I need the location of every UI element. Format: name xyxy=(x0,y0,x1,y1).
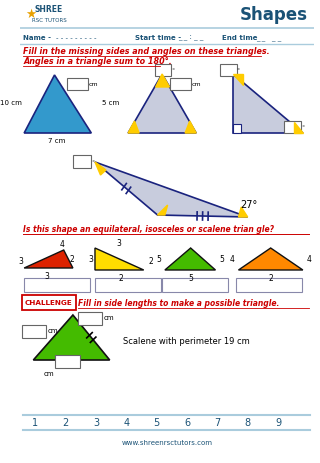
Polygon shape xyxy=(95,248,144,270)
Text: cm: cm xyxy=(44,371,54,377)
FancyBboxPatch shape xyxy=(233,124,241,133)
Polygon shape xyxy=(24,75,91,133)
Text: 2: 2 xyxy=(148,257,153,267)
Text: 9: 9 xyxy=(275,418,281,428)
Text: 5: 5 xyxy=(188,274,193,283)
FancyBboxPatch shape xyxy=(155,64,171,76)
Text: Name -: Name - xyxy=(23,35,51,41)
Polygon shape xyxy=(157,205,168,215)
FancyBboxPatch shape xyxy=(171,78,191,90)
Text: www.shreenrsctutors.com: www.shreenrsctutors.com xyxy=(121,440,212,446)
Text: °: ° xyxy=(301,125,304,131)
Text: 2: 2 xyxy=(62,418,69,428)
Text: 3: 3 xyxy=(88,255,93,263)
Text: Angles in a triangle sum to 180°.: Angles in a triangle sum to 180°. xyxy=(23,57,172,67)
Polygon shape xyxy=(294,122,303,133)
FancyBboxPatch shape xyxy=(54,355,80,368)
Text: 1: 1 xyxy=(32,418,38,428)
Text: °: ° xyxy=(236,69,240,74)
FancyBboxPatch shape xyxy=(68,78,88,90)
Text: Shapes: Shapes xyxy=(239,6,308,24)
Text: 4: 4 xyxy=(230,256,235,264)
Text: °: ° xyxy=(91,161,94,165)
Text: _ _ : _ _: _ _ : _ _ xyxy=(178,35,203,41)
Text: 2: 2 xyxy=(69,255,74,263)
Text: 5: 5 xyxy=(219,256,224,264)
Text: 5 cm: 5 cm xyxy=(102,100,119,106)
Text: - - - - - - - - -: - - - - - - - - - xyxy=(56,35,97,41)
Polygon shape xyxy=(185,121,196,133)
FancyBboxPatch shape xyxy=(24,278,90,292)
Text: Scalene with perimeter 19 cm: Scalene with perimeter 19 cm xyxy=(123,338,249,346)
Polygon shape xyxy=(95,162,248,217)
Polygon shape xyxy=(238,207,248,217)
Text: 6: 6 xyxy=(184,418,190,428)
Text: 3: 3 xyxy=(116,239,121,248)
Text: 7 cm: 7 cm xyxy=(48,138,65,144)
Text: SHREE: SHREE xyxy=(35,6,63,14)
FancyBboxPatch shape xyxy=(95,278,161,292)
Polygon shape xyxy=(233,74,303,133)
Text: 4: 4 xyxy=(123,418,129,428)
FancyBboxPatch shape xyxy=(284,121,301,133)
Polygon shape xyxy=(24,250,73,268)
FancyBboxPatch shape xyxy=(22,295,76,310)
Text: 2: 2 xyxy=(268,274,273,283)
Text: RSC TUTORS: RSC TUTORS xyxy=(32,18,66,23)
Text: _ _   _ _: _ _ _ _ xyxy=(256,35,281,41)
Text: Fill in the missing sides and angles on these triangles.: Fill in the missing sides and angles on … xyxy=(23,48,270,56)
Text: 3: 3 xyxy=(93,418,99,428)
Polygon shape xyxy=(33,315,110,360)
Text: 5: 5 xyxy=(156,256,161,264)
Text: End time: End time xyxy=(222,35,257,41)
Text: cm: cm xyxy=(89,81,98,87)
FancyBboxPatch shape xyxy=(162,278,228,292)
Text: ★: ★ xyxy=(25,7,36,20)
Text: 5: 5 xyxy=(154,418,160,428)
Text: Is this shape an equilateral, isosceles or scalene trian gle?: Is this shape an equilateral, isosceles … xyxy=(23,225,274,234)
Text: 8: 8 xyxy=(244,418,251,428)
FancyBboxPatch shape xyxy=(73,155,91,168)
Text: CHALLENGE: CHALLENGE xyxy=(25,300,73,306)
Text: 2: 2 xyxy=(118,274,123,283)
Text: Start time -: Start time - xyxy=(134,35,181,41)
Text: 3: 3 xyxy=(18,257,23,267)
Text: 7: 7 xyxy=(214,418,220,428)
FancyBboxPatch shape xyxy=(236,278,302,292)
FancyBboxPatch shape xyxy=(22,325,46,338)
Text: 10 cm: 10 cm xyxy=(0,100,22,106)
FancyBboxPatch shape xyxy=(220,64,236,76)
Text: 3: 3 xyxy=(45,272,50,281)
Polygon shape xyxy=(165,248,215,270)
FancyBboxPatch shape xyxy=(78,312,102,325)
Text: Fill in side lengths to make a possible triangle.: Fill in side lengths to make a possible … xyxy=(78,299,280,307)
Polygon shape xyxy=(128,121,139,133)
Polygon shape xyxy=(238,248,303,270)
Text: 4: 4 xyxy=(60,240,64,249)
Text: 27°: 27° xyxy=(240,200,258,210)
Text: cm: cm xyxy=(47,328,58,334)
Polygon shape xyxy=(95,162,106,175)
Text: cm: cm xyxy=(103,315,114,321)
Text: 4: 4 xyxy=(307,256,311,264)
Polygon shape xyxy=(233,74,243,85)
Text: cm: cm xyxy=(192,81,201,87)
Polygon shape xyxy=(156,74,170,87)
Polygon shape xyxy=(128,74,196,133)
Text: °: ° xyxy=(171,69,174,74)
